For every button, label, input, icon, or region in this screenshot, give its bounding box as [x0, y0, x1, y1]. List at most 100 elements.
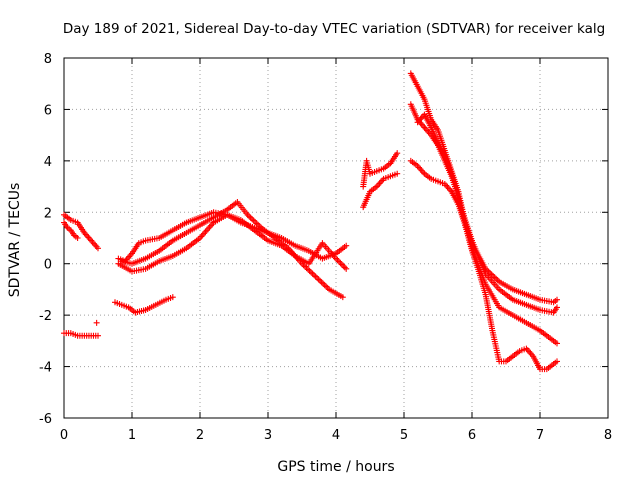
data-point [445, 185, 452, 192]
data-point [314, 275, 321, 281]
data-points [61, 70, 560, 373]
data-point [376, 180, 383, 187]
data-point [320, 280, 327, 287]
series-s14 [414, 111, 560, 373]
data-point [394, 150, 401, 157]
data-point [312, 273, 319, 280]
data-point [527, 350, 534, 357]
data-point [377, 178, 384, 185]
data-point [206, 224, 213, 231]
series-s7 [118, 199, 346, 301]
data-point [74, 235, 81, 241]
data-point [524, 347, 531, 354]
data-point [318, 279, 325, 286]
series-s8 [115, 211, 350, 275]
data-point [375, 182, 382, 189]
data-point [93, 319, 100, 326]
data-point [340, 262, 347, 269]
data-point [421, 124, 428, 131]
data-point [418, 167, 425, 174]
data-point [425, 129, 432, 136]
data-point [95, 332, 101, 339]
tick-labels: 0 1 2 3 4 5 6 7 8 -6 -4 -2 0 2 4 6 8 [39, 52, 612, 443]
data-point [415, 164, 422, 171]
data-point [420, 169, 427, 176]
data-point [89, 239, 96, 246]
data-point [339, 294, 346, 301]
x-tick-label: 6 [468, 428, 476, 443]
data-point [343, 242, 350, 249]
y-tick-label: 6 [44, 103, 52, 118]
x-tick-label: 4 [332, 428, 340, 443]
data-point [247, 214, 254, 221]
data-point [202, 228, 209, 235]
x-axis-label: GPS time / hours [277, 459, 394, 475]
x-tick-label: 0 [60, 428, 68, 443]
x-tick-label: 3 [264, 428, 272, 443]
data-point [554, 358, 560, 365]
series-s1 [61, 211, 101, 252]
data-point [321, 282, 328, 289]
data-point [323, 283, 330, 290]
series-s10 [360, 170, 401, 211]
data-point [424, 127, 431, 134]
data-point [490, 273, 497, 279]
data-point [249, 216, 256, 223]
x-tick-label: 2 [196, 428, 204, 443]
data-point [337, 259, 344, 266]
series-s12 [407, 101, 560, 316]
data-point [199, 231, 206, 238]
chart-title: Day 189 of 2021, Sidereal Day-to-day VTE… [63, 21, 605, 37]
data-point [246, 213, 253, 220]
x-tick-label: 7 [536, 428, 544, 443]
data-point [315, 276, 322, 283]
y-tick-label: -4 [39, 361, 52, 376]
data-point [85, 234, 92, 241]
data-point [126, 253, 133, 260]
data-point [250, 217, 257, 224]
x-tick-label: 5 [400, 428, 408, 443]
y-tick-label: 0 [44, 258, 52, 273]
data-point [422, 125, 429, 132]
x-tick-label: 1 [128, 428, 136, 443]
data-point [84, 232, 91, 239]
data-point [444, 184, 451, 191]
data-point [95, 245, 101, 252]
data-point [420, 122, 427, 129]
y-tick-label: 2 [44, 206, 52, 221]
y-axis-label: SDTVAR / TECUs [7, 183, 23, 298]
data-point [554, 296, 560, 303]
data-point [341, 264, 348, 271]
y-tick-label: -6 [39, 412, 52, 427]
data-point [92, 242, 99, 249]
data-point [309, 270, 316, 277]
data-point [203, 227, 210, 234]
x-tick-label: 8 [604, 428, 612, 443]
data-point [169, 294, 176, 301]
data-point [311, 272, 318, 279]
series-s4 [93, 319, 100, 326]
data-point [308, 269, 315, 276]
data-point [488, 271, 495, 278]
data-point [306, 267, 313, 274]
data-point [554, 340, 560, 347]
axis-ticks [63, 57, 609, 419]
data-point [198, 233, 205, 240]
data-point [554, 304, 560, 311]
data-point [417, 166, 424, 173]
data-point [343, 265, 350, 272]
series-s3 [61, 330, 101, 339]
y-tick-label: 8 [44, 52, 52, 67]
data-point [205, 225, 212, 232]
series-s9 [360, 150, 401, 190]
data-point [201, 230, 208, 237]
y-tick-label: 4 [44, 155, 52, 170]
data-point [86, 236, 93, 243]
data-point [394, 170, 401, 177]
data-point [207, 222, 214, 229]
data-point [252, 219, 259, 225]
series-s13 [407, 157, 560, 347]
data-point [317, 277, 324, 284]
series-s5 [112, 294, 176, 316]
